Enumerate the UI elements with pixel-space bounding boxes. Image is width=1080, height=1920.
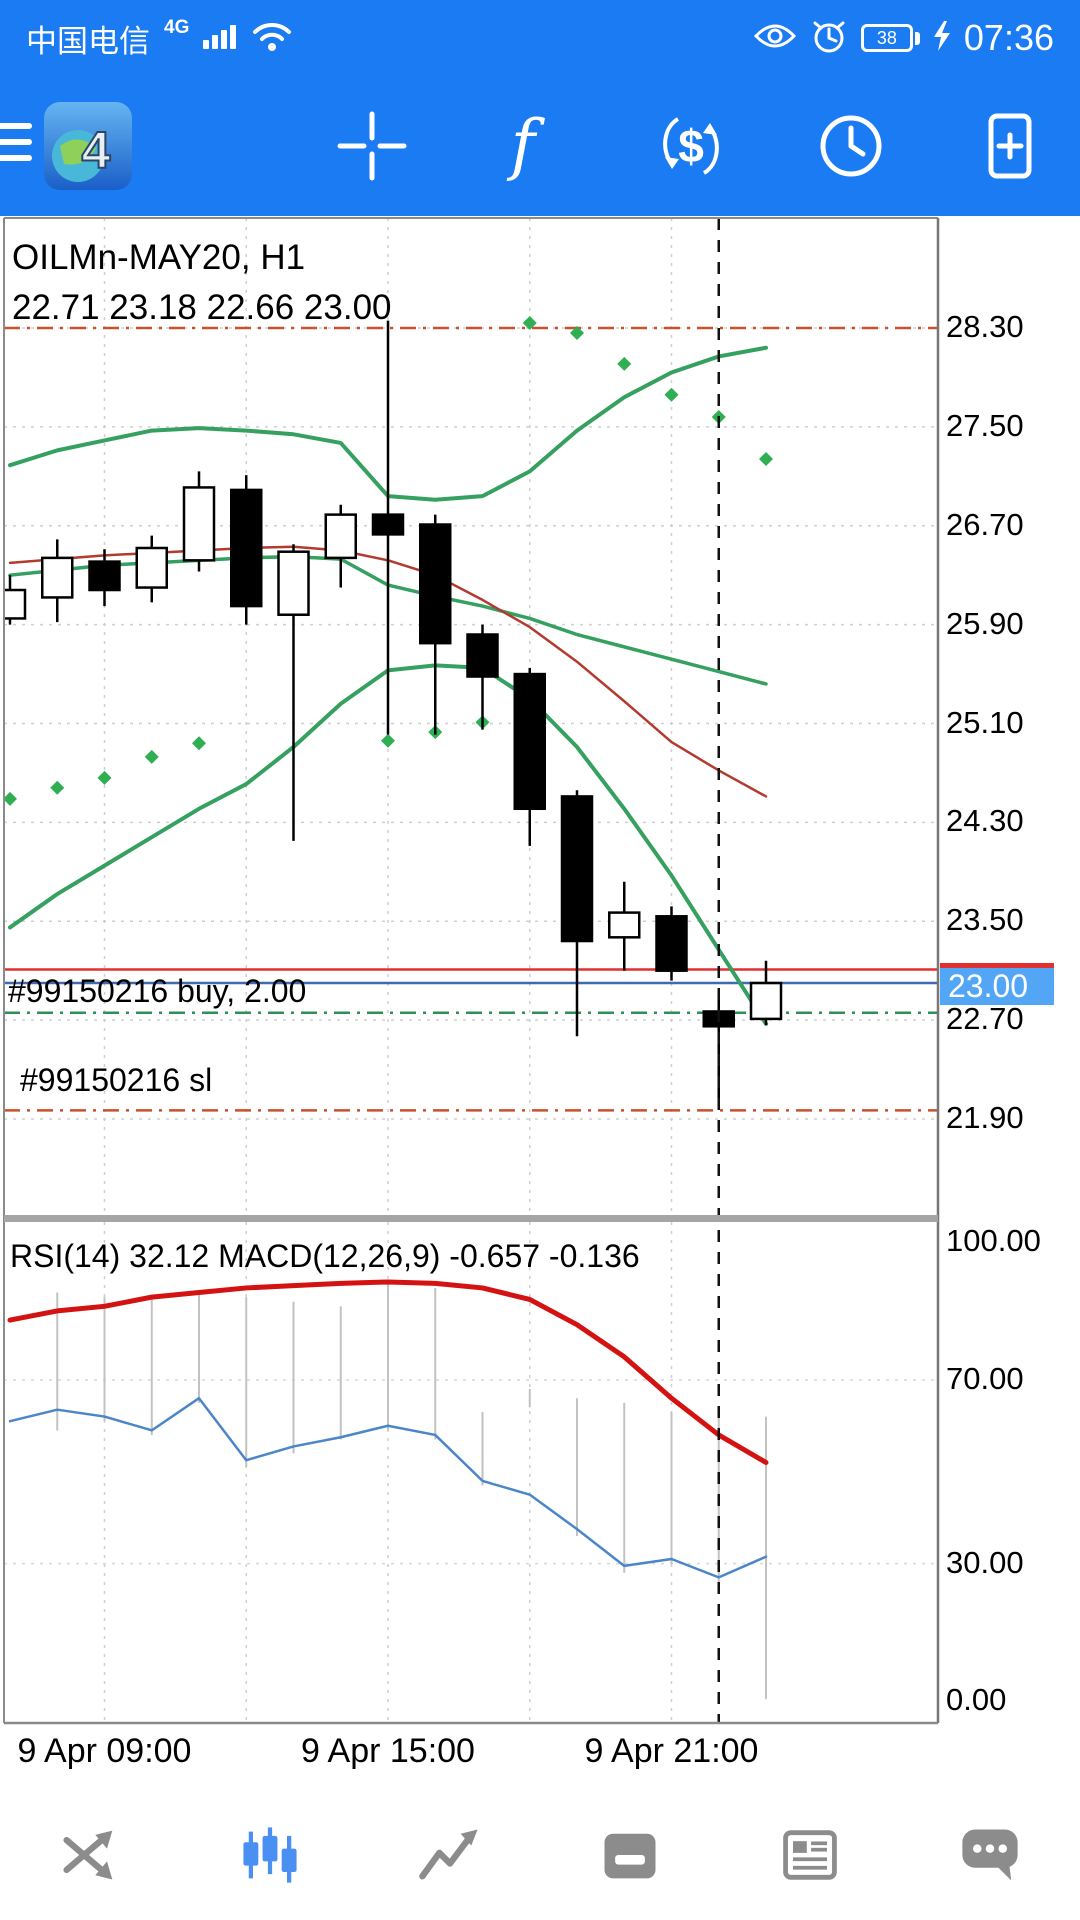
nav-history-button[interactable] <box>588 1813 672 1897</box>
signal-bars-icon <box>201 20 239 57</box>
time-axis-label: 9 Apr 15:00 <box>301 1732 475 1770</box>
ohlc-values: 22.71 23.18 22.66 23.00 <box>12 288 392 327</box>
price-axis-label: 25.10 <box>946 704 1024 740</box>
eye-comfort-icon <box>753 21 797 56</box>
indicator-axis-label: 70.00 <box>946 1360 1024 1396</box>
indicator-axis-label: 30.00 <box>946 1544 1024 1580</box>
battery-nub <box>914 31 920 45</box>
carrier-label: 中国电信 <box>26 23 150 59</box>
function-f-icon: f <box>505 111 545 181</box>
current-price-tag: 23.00 <box>940 963 1054 1006</box>
nav-messages-button[interactable] <box>948 1813 1032 1897</box>
timeframe-button[interactable] <box>815 110 887 182</box>
menu-button[interactable] <box>0 123 34 161</box>
nav-charts-button[interactable] <box>228 1813 312 1897</box>
price-axis-label: 25.90 <box>946 605 1024 641</box>
price-axis-label: 24.30 <box>946 803 1024 839</box>
app-logo[interactable]: 4 <box>44 102 132 190</box>
status-bar: 中国电信 4G <box>0 0 1080 76</box>
crosshair-button[interactable] <box>336 110 408 182</box>
svg-text:$: $ <box>678 120 704 172</box>
network-type-label: 4G <box>164 17 190 38</box>
time-axis-label: 9 Apr 09:00 <box>17 1732 192 1770</box>
toolbar-icons: f $ <box>336 76 1046 216</box>
quotes-arrows-icon <box>63 1830 113 1880</box>
toolbar: 4 f $ <box>0 76 1080 216</box>
buy-order-line-label: #99150216 buy, 2.00 <box>8 973 307 1010</box>
indicator-values-label: RSI(14) 32.12 MACD(12,26,9) -0.657 -0.13… <box>10 1238 640 1274</box>
trade-symbol-button[interactable]: $ <box>655 110 727 182</box>
chat-bubble-icon <box>962 1829 1018 1881</box>
new-order-icon <box>988 113 1032 179</box>
nav-trade-button[interactable] <box>408 1813 492 1897</box>
charging-bolt-icon <box>932 20 952 56</box>
time-axis-label: 9 Apr 21:00 <box>584 1732 759 1770</box>
nav-news-button[interactable] <box>768 1813 852 1897</box>
bottom-nav <box>0 1790 1080 1920</box>
crosshair-icon <box>337 111 407 181</box>
price-axis-label: 28.30 <box>946 309 1024 344</box>
trend-line-icon <box>419 1829 478 1880</box>
chart-symbol-title: OILMn-MAY20, H1 <box>12 238 306 277</box>
inbox-tray-icon <box>604 1833 656 1879</box>
price-axis-label: 23.50 <box>946 902 1024 938</box>
status-left: 中国电信 4G <box>26 16 293 61</box>
indicator-axis-label: 100.00 <box>946 1223 1041 1258</box>
candlestick-chart-icon <box>243 1827 297 1883</box>
indicator-axis-label: 0.00 <box>946 1682 1007 1718</box>
svg-text:4: 4 <box>82 122 111 180</box>
battery-indicator: 38 <box>860 24 920 52</box>
sl-order-line-label: #99150216 sl <box>20 1062 213 1099</box>
alarm-icon <box>809 16 849 61</box>
wifi-icon <box>251 20 293 57</box>
battery-percent: 38 <box>860 24 913 52</box>
newspaper-icon <box>783 1830 837 1880</box>
price-axis-label: 27.50 <box>946 407 1024 443</box>
nav-quotes-button[interactable] <box>48 1813 132 1897</box>
new-order-button[interactable] <box>974 110 1046 182</box>
status-right: 38 07:36 <box>753 16 1054 61</box>
price-axis-label: 21.90 <box>946 1100 1024 1135</box>
clock-icon <box>820 115 881 177</box>
clock-label: 07:36 <box>963 17 1054 58</box>
indicators-button[interactable]: f <box>496 110 568 182</box>
dollar-swap-icon: $ <box>663 117 719 175</box>
price-axis-label: 22.70 <box>946 1001 1024 1037</box>
price-axis-label: 26.70 <box>946 506 1024 542</box>
